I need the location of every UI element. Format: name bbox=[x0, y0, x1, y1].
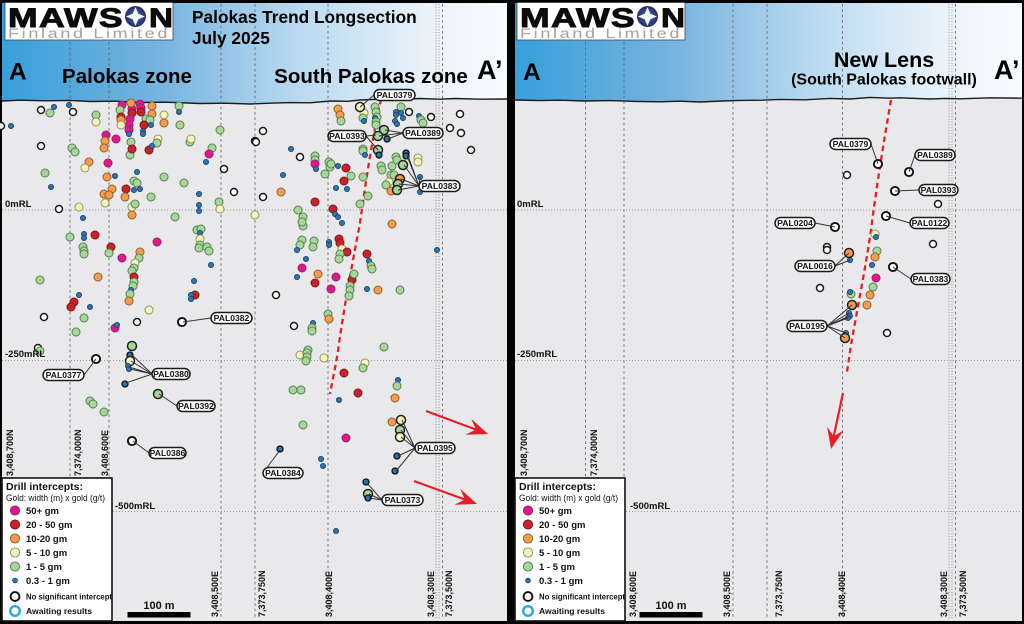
svg-text:Finland Limited: Finland Limited bbox=[8, 26, 170, 41]
svg-text:PAL0016: PAL0016 bbox=[797, 261, 833, 271]
svg-text:1 - 5 gm: 1 - 5 gm bbox=[26, 562, 62, 573]
svg-text:A: A bbox=[9, 59, 27, 86]
svg-text:PAL0392: PAL0392 bbox=[178, 401, 214, 411]
svg-text:South Palokas zone: South Palokas zone bbox=[274, 65, 468, 88]
svg-text:3,408,400E: 3,408,400E bbox=[324, 571, 334, 617]
svg-text:A’: A’ bbox=[994, 55, 1020, 85]
svg-text:-250mRL: -250mRL bbox=[5, 349, 45, 360]
svg-text:N: N bbox=[149, 3, 173, 33]
svg-text:3,408,300E: 3,408,300E bbox=[426, 571, 436, 617]
svg-text:Finland Limited: Finland Limited bbox=[520, 26, 682, 41]
svg-text:A: A bbox=[523, 59, 541, 86]
svg-text:3,408,600E: 3,408,600E bbox=[100, 430, 110, 476]
svg-text:10-20 gm: 10-20 gm bbox=[539, 534, 580, 545]
svg-text:Drill intercepts:: Drill intercepts: bbox=[519, 482, 596, 493]
svg-text:0.3 - 1 gm: 0.3 - 1 gm bbox=[26, 576, 70, 587]
svg-text:PAL0383: PAL0383 bbox=[913, 274, 949, 284]
svg-text:3,408,300E: 3,408,300E bbox=[939, 571, 949, 617]
svg-text:5 - 10 gm: 5 - 10 gm bbox=[26, 548, 67, 559]
svg-text:7,373,500N: 7,373,500N bbox=[958, 570, 968, 617]
svg-text:7,373,750N: 7,373,750N bbox=[774, 570, 784, 617]
svg-text:(South Palokas footwall): (South Palokas footwall) bbox=[791, 72, 977, 89]
svg-text:7,373,500N: 7,373,500N bbox=[444, 570, 454, 617]
svg-text:0mRL: 0mRL bbox=[5, 199, 32, 210]
svg-text:PAL0195: PAL0195 bbox=[789, 321, 825, 331]
svg-text:3,408,700N: 3,408,700N bbox=[5, 429, 15, 476]
svg-text:PAL0377: PAL0377 bbox=[46, 370, 82, 380]
svg-text:No significant intercept: No significant intercept bbox=[539, 593, 625, 602]
svg-text:PAL0383: PAL0383 bbox=[422, 181, 458, 191]
svg-text:New Lens: New Lens bbox=[834, 48, 934, 72]
svg-text:Palokas zone: Palokas zone bbox=[62, 65, 192, 88]
svg-text:7,373,750N: 7,373,750N bbox=[257, 570, 267, 617]
svg-text:50+ gm: 50+ gm bbox=[539, 506, 572, 517]
svg-text:20 - 50 gm: 20 - 50 gm bbox=[539, 520, 585, 531]
svg-text:100 m: 100 m bbox=[143, 600, 174, 612]
svg-text:50+ gm: 50+ gm bbox=[26, 506, 59, 517]
svg-text:-500mRL: -500mRL bbox=[115, 501, 155, 512]
svg-text:3,408,400E: 3,408,400E bbox=[837, 571, 847, 617]
svg-text:100 m: 100 m bbox=[655, 600, 686, 612]
svg-text:PAL0386: PAL0386 bbox=[150, 448, 186, 458]
svg-text:0mRL: 0mRL bbox=[517, 199, 544, 210]
svg-text:MAWS: MAWS bbox=[520, 3, 636, 33]
svg-text:0.3 - 1 gm: 0.3 - 1 gm bbox=[539, 576, 583, 587]
svg-text:MAWS: MAWS bbox=[8, 3, 124, 33]
svg-text:N: N bbox=[661, 3, 685, 33]
svg-text:PAL0393: PAL0393 bbox=[921, 185, 957, 195]
svg-text:1 - 5 gm: 1 - 5 gm bbox=[539, 562, 575, 573]
svg-text:5 - 10 gm: 5 - 10 gm bbox=[539, 548, 580, 559]
svg-text:PAL0373: PAL0373 bbox=[385, 495, 421, 505]
svg-text:3,408,500E: 3,408,500E bbox=[722, 571, 732, 617]
svg-text:20 - 50 gm: 20 - 50 gm bbox=[26, 520, 72, 531]
svg-text:PAL0204: PAL0204 bbox=[777, 218, 813, 228]
svg-text:3,408,700N: 3,408,700N bbox=[519, 429, 529, 476]
svg-text:Palokas Trend Longsection: Palokas Trend Longsection bbox=[192, 7, 417, 27]
svg-text:Awaiting results: Awaiting results bbox=[26, 607, 93, 616]
svg-text:No significant intercept: No significant intercept bbox=[26, 593, 112, 602]
svg-text:A’: A’ bbox=[477, 55, 503, 85]
svg-text:Gold: width (m) x gold (g/t): Gold: width (m) x gold (g/t) bbox=[519, 493, 618, 503]
svg-text:PAL0395: PAL0395 bbox=[417, 443, 453, 453]
svg-text:3,408,500E: 3,408,500E bbox=[210, 571, 220, 617]
svg-text:PAL0382: PAL0382 bbox=[214, 313, 250, 323]
svg-text:PAL0380: PAL0380 bbox=[153, 369, 189, 379]
svg-text:PAL0122: PAL0122 bbox=[912, 218, 948, 228]
svg-text:7,374,000N: 7,374,000N bbox=[589, 429, 599, 476]
svg-text:Gold: width (m) x gold (g/t): Gold: width (m) x gold (g/t) bbox=[6, 493, 105, 503]
svg-text:PAL0384: PAL0384 bbox=[265, 468, 301, 478]
svg-text:PAL0389: PAL0389 bbox=[405, 128, 441, 138]
svg-text:July 2025: July 2025 bbox=[192, 28, 270, 48]
svg-text:Drill intercepts:: Drill intercepts: bbox=[6, 482, 83, 493]
svg-text:10-20 gm: 10-20 gm bbox=[26, 534, 67, 545]
svg-text:PAL0379: PAL0379 bbox=[833, 139, 869, 149]
svg-text:PAL0393: PAL0393 bbox=[329, 131, 365, 141]
svg-text:Awaiting results: Awaiting results bbox=[539, 607, 606, 616]
svg-text:-250mRL: -250mRL bbox=[517, 349, 557, 360]
svg-text:PAL0389: PAL0389 bbox=[917, 150, 953, 160]
svg-text:3,408,600E: 3,408,600E bbox=[628, 571, 638, 617]
svg-text:7,374,000N: 7,374,000N bbox=[73, 429, 83, 476]
svg-text:PAL0379: PAL0379 bbox=[377, 90, 413, 100]
svg-text:-500mRL: -500mRL bbox=[630, 501, 670, 512]
